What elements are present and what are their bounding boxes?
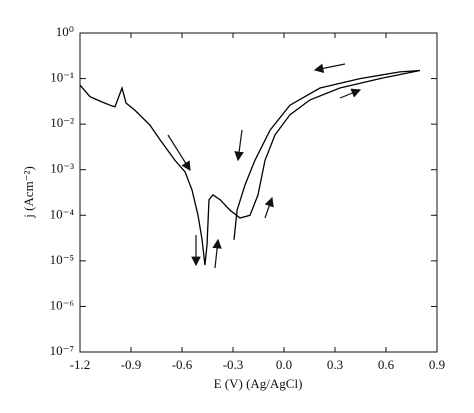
x-tick-label: 0.0 [276, 357, 292, 372]
y-tick-label: 10⁻⁴ [50, 206, 75, 221]
x-tick-label: -0.6 [172, 357, 193, 372]
annotation-arrows [167, 63, 362, 269]
y-tick-label: 10⁻² [50, 115, 74, 130]
x-tick-label: -1.2 [70, 357, 91, 372]
x-tick-label: 0.6 [378, 357, 395, 372]
x-tick-label: -0.3 [223, 357, 244, 372]
x-tick-label: 0.3 [327, 357, 343, 372]
y-tick-label: 10⁻¹ [50, 70, 74, 85]
y-tick-label: 10⁻⁷ [50, 343, 74, 358]
x-tick-label: 0.9 [429, 357, 445, 372]
y-axis-label: j (Acm⁻²) [21, 166, 36, 219]
y-tick-label: 10⁻³ [50, 161, 74, 176]
y-tick-label: 10⁰ [56, 24, 74, 39]
plot-frame [79, 32, 438, 353]
x-axis-label: E (V) (Ag/AgCl) [214, 376, 303, 391]
polarization-curve [79, 69, 421, 266]
y-tick-label: 10⁻⁶ [50, 297, 74, 312]
x-tick-label: -0.9 [121, 357, 142, 372]
y-tick-label: 10⁻⁵ [50, 252, 74, 267]
